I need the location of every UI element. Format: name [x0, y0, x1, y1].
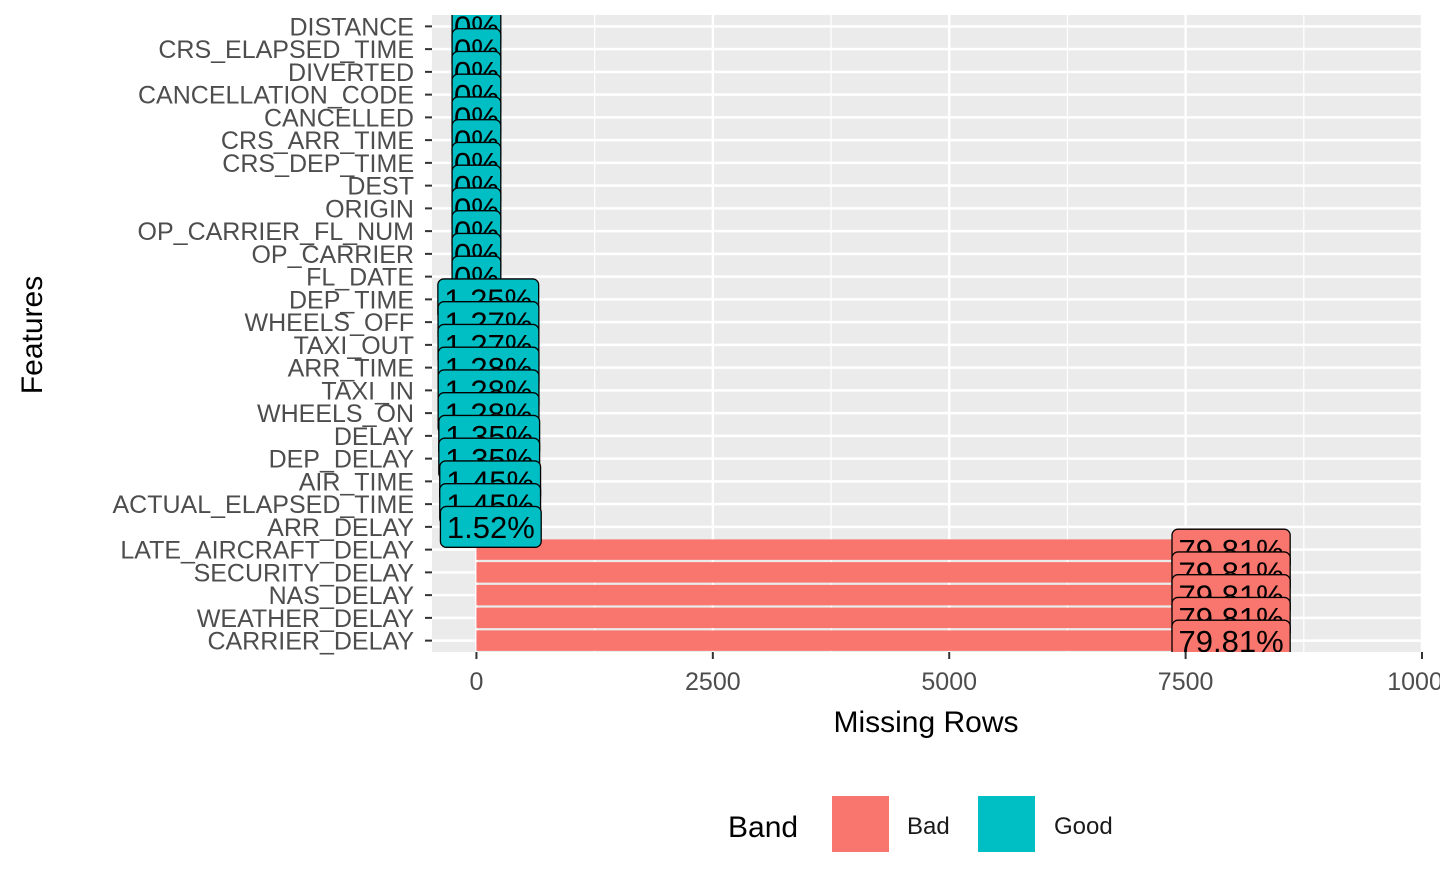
- y-tick-label: CRS_ARR_TIME: [221, 127, 414, 155]
- y-tick-label: LATE_AIRCRAFT_DELAY: [120, 537, 414, 565]
- y-tick-label: CRS_ELAPSED_TIME: [158, 36, 414, 64]
- y-tick-label: SECURITY_DELAY: [194, 559, 415, 587]
- y-tick-label: DEP_DELAY: [269, 446, 415, 474]
- y-tick-label: NAS_DELAY: [269, 582, 415, 610]
- x-axis: 0 2500 5000 7500 10000: [469, 652, 1440, 696]
- y-tick-label: ORIGIN: [325, 195, 414, 223]
- bar: [476, 562, 1232, 583]
- y-tick-label: FL_DATE: [306, 264, 414, 292]
- y-tick-label: DISTANCE: [289, 13, 414, 41]
- y-tick-label: ACTUAL_ELAPSED_TIME: [113, 491, 415, 519]
- y-tick-label: ARR_TIME: [288, 355, 414, 383]
- data-label: 1.52%: [439, 505, 542, 548]
- y-tick-label: DEP_TIME: [289, 286, 414, 314]
- y-tick-label: CANCELLED: [264, 104, 414, 132]
- legend-key-good: [978, 796, 1035, 852]
- y-axis-title: Features: [16, 276, 49, 394]
- data-label-text: 79.81%: [1179, 624, 1284, 659]
- y-axis: DISTANCECRS_ELAPSED_TIMEDIVERTEDCANCELLA…: [113, 13, 432, 656]
- x-tick-label: 7500: [1158, 668, 1214, 696]
- y-tick-label: CANCELLATION_CODE: [138, 82, 414, 110]
- legend: Band Bad Good: [728, 796, 1113, 852]
- data-label-text: 1.52%: [447, 510, 535, 545]
- y-tick-label: WHEELS_ON: [257, 400, 414, 428]
- y-tick-label: WEATHER_DELAY: [197, 605, 415, 633]
- x-tick-label: 10000: [1387, 668, 1440, 696]
- x-tick-label: 2500: [685, 668, 741, 696]
- bar: [476, 607, 1232, 629]
- bar: [476, 584, 1232, 606]
- y-tick-label: WHEELS_OFF: [245, 309, 414, 337]
- bar: [476, 630, 1232, 651]
- value-labels: 0%0%0%0%0%0%0%0%0%0%0%0%1.25%1.27%1.27%1…: [437, 15, 1291, 659]
- x-tick-label: 5000: [921, 668, 977, 696]
- legend-title: Band: [728, 811, 798, 844]
- y-tick-label: DELAY: [334, 423, 414, 451]
- legend-key-bad: [832, 796, 889, 852]
- data-label-box: [439, 505, 542, 548]
- y-tick-label: ARR_DELAY: [267, 514, 414, 542]
- legend-label-bad: Bad: [907, 813, 950, 840]
- y-tick-label: CRS_DEP_TIME: [222, 150, 414, 178]
- x-tick-label: 0: [469, 668, 483, 696]
- bar: [476, 539, 1232, 560]
- y-tick-label: OP_CARRIER: [251, 241, 414, 269]
- y-tick-label: TAXI_OUT: [294, 332, 414, 360]
- y-tick-label: CARRIER_DELAY: [207, 628, 414, 656]
- y-tick-label: DIVERTED: [288, 59, 414, 87]
- y-tick-label: TAXI_IN: [321, 377, 414, 405]
- x-axis-title: Missing Rows: [833, 706, 1018, 739]
- y-tick-label: AIR_TIME: [299, 468, 414, 496]
- data-label-box: [1171, 619, 1291, 652]
- data-label: 79.81%: [1171, 619, 1291, 659]
- bars: [476, 289, 1232, 651]
- y-tick-label: OP_CARRIER_FL_NUM: [138, 218, 414, 246]
- legend-label-good: Good: [1054, 813, 1113, 840]
- y-tick-label: DEST: [347, 173, 414, 201]
